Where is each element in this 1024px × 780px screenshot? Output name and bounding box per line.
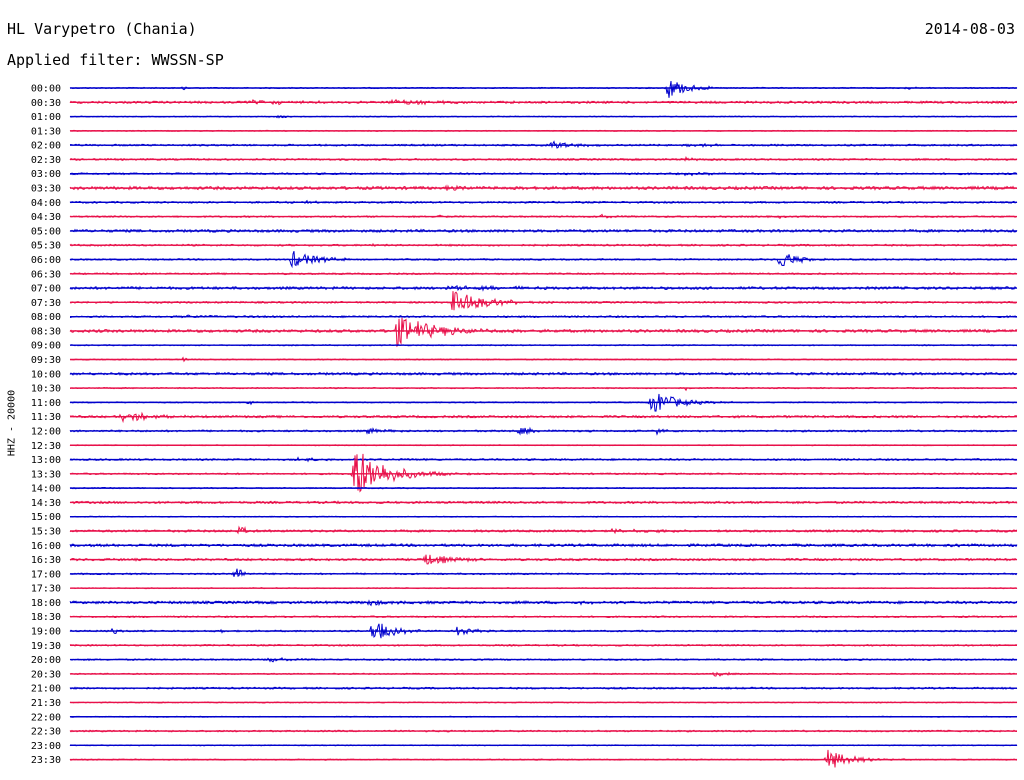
time-label: 23:00 bbox=[31, 741, 61, 752]
time-label: 16:00 bbox=[31, 541, 61, 552]
time-label: 06:30 bbox=[31, 269, 61, 280]
time-label: 22:30 bbox=[31, 727, 61, 738]
station-title: HL Varypetro (Chania) bbox=[7, 20, 197, 38]
time-label: 22:00 bbox=[31, 712, 61, 723]
time-label: 12:00 bbox=[31, 426, 61, 437]
trace-line bbox=[69, 525, 1018, 535]
time-label: 09:00 bbox=[31, 341, 61, 352]
time-label: 18:00 bbox=[31, 598, 61, 609]
filter-label: Applied filter: WWSSN-SP bbox=[7, 51, 224, 69]
time-label: 04:00 bbox=[31, 198, 61, 209]
time-label: 07:00 bbox=[31, 284, 61, 295]
trace-line bbox=[69, 568, 1018, 577]
time-label: 19:00 bbox=[31, 627, 61, 638]
time-label: 10:30 bbox=[31, 384, 61, 395]
trace-line bbox=[69, 749, 1018, 768]
time-label: 06:00 bbox=[31, 255, 61, 266]
time-label: 21:00 bbox=[31, 684, 61, 695]
time-label: 17:30 bbox=[31, 584, 61, 595]
time-label: 03:30 bbox=[31, 184, 61, 195]
time-label: 12:30 bbox=[31, 441, 61, 452]
time-label: 16:30 bbox=[31, 555, 61, 566]
time-label: 17:00 bbox=[31, 569, 61, 580]
time-label: 05:00 bbox=[31, 226, 61, 237]
time-label: 10:00 bbox=[31, 369, 61, 380]
time-label: 07:30 bbox=[31, 298, 61, 309]
trace-line bbox=[69, 81, 1018, 98]
trace-line bbox=[69, 291, 1018, 311]
time-label: 20:30 bbox=[31, 669, 61, 680]
trace-line bbox=[69, 317, 1018, 348]
time-label: 01:00 bbox=[31, 112, 61, 123]
time-label: 05:30 bbox=[31, 241, 61, 252]
time-label: 18:30 bbox=[31, 612, 61, 623]
time-label: 03:00 bbox=[31, 169, 61, 180]
date-label: 2014-08-03 bbox=[924, 20, 1015, 38]
time-label: 00:00 bbox=[31, 84, 61, 95]
time-label: 02:00 bbox=[31, 141, 61, 152]
time-label: 09:30 bbox=[31, 355, 61, 366]
time-label: 20:00 bbox=[31, 655, 61, 666]
time-label: 02:30 bbox=[31, 155, 61, 166]
time-label: 04:30 bbox=[31, 212, 61, 223]
time-label: 01:30 bbox=[31, 126, 61, 137]
time-label: 08:00 bbox=[31, 312, 61, 323]
time-label: 11:30 bbox=[31, 412, 61, 423]
time-label: 00:30 bbox=[31, 98, 61, 109]
time-label: 19:30 bbox=[31, 641, 61, 652]
time-label: 15:00 bbox=[31, 512, 61, 523]
trace-line bbox=[69, 371, 1018, 377]
time-label: 13:30 bbox=[31, 469, 61, 480]
time-label: 15:30 bbox=[31, 526, 61, 537]
time-label: 23:30 bbox=[31, 755, 61, 766]
time-label: 21:30 bbox=[31, 698, 61, 709]
time-label: 08:30 bbox=[31, 326, 61, 337]
time-label: 14:30 bbox=[31, 498, 61, 509]
time-label: 14:00 bbox=[31, 484, 61, 495]
time-label: 11:00 bbox=[31, 398, 61, 409]
time-label: 13:00 bbox=[31, 455, 61, 466]
